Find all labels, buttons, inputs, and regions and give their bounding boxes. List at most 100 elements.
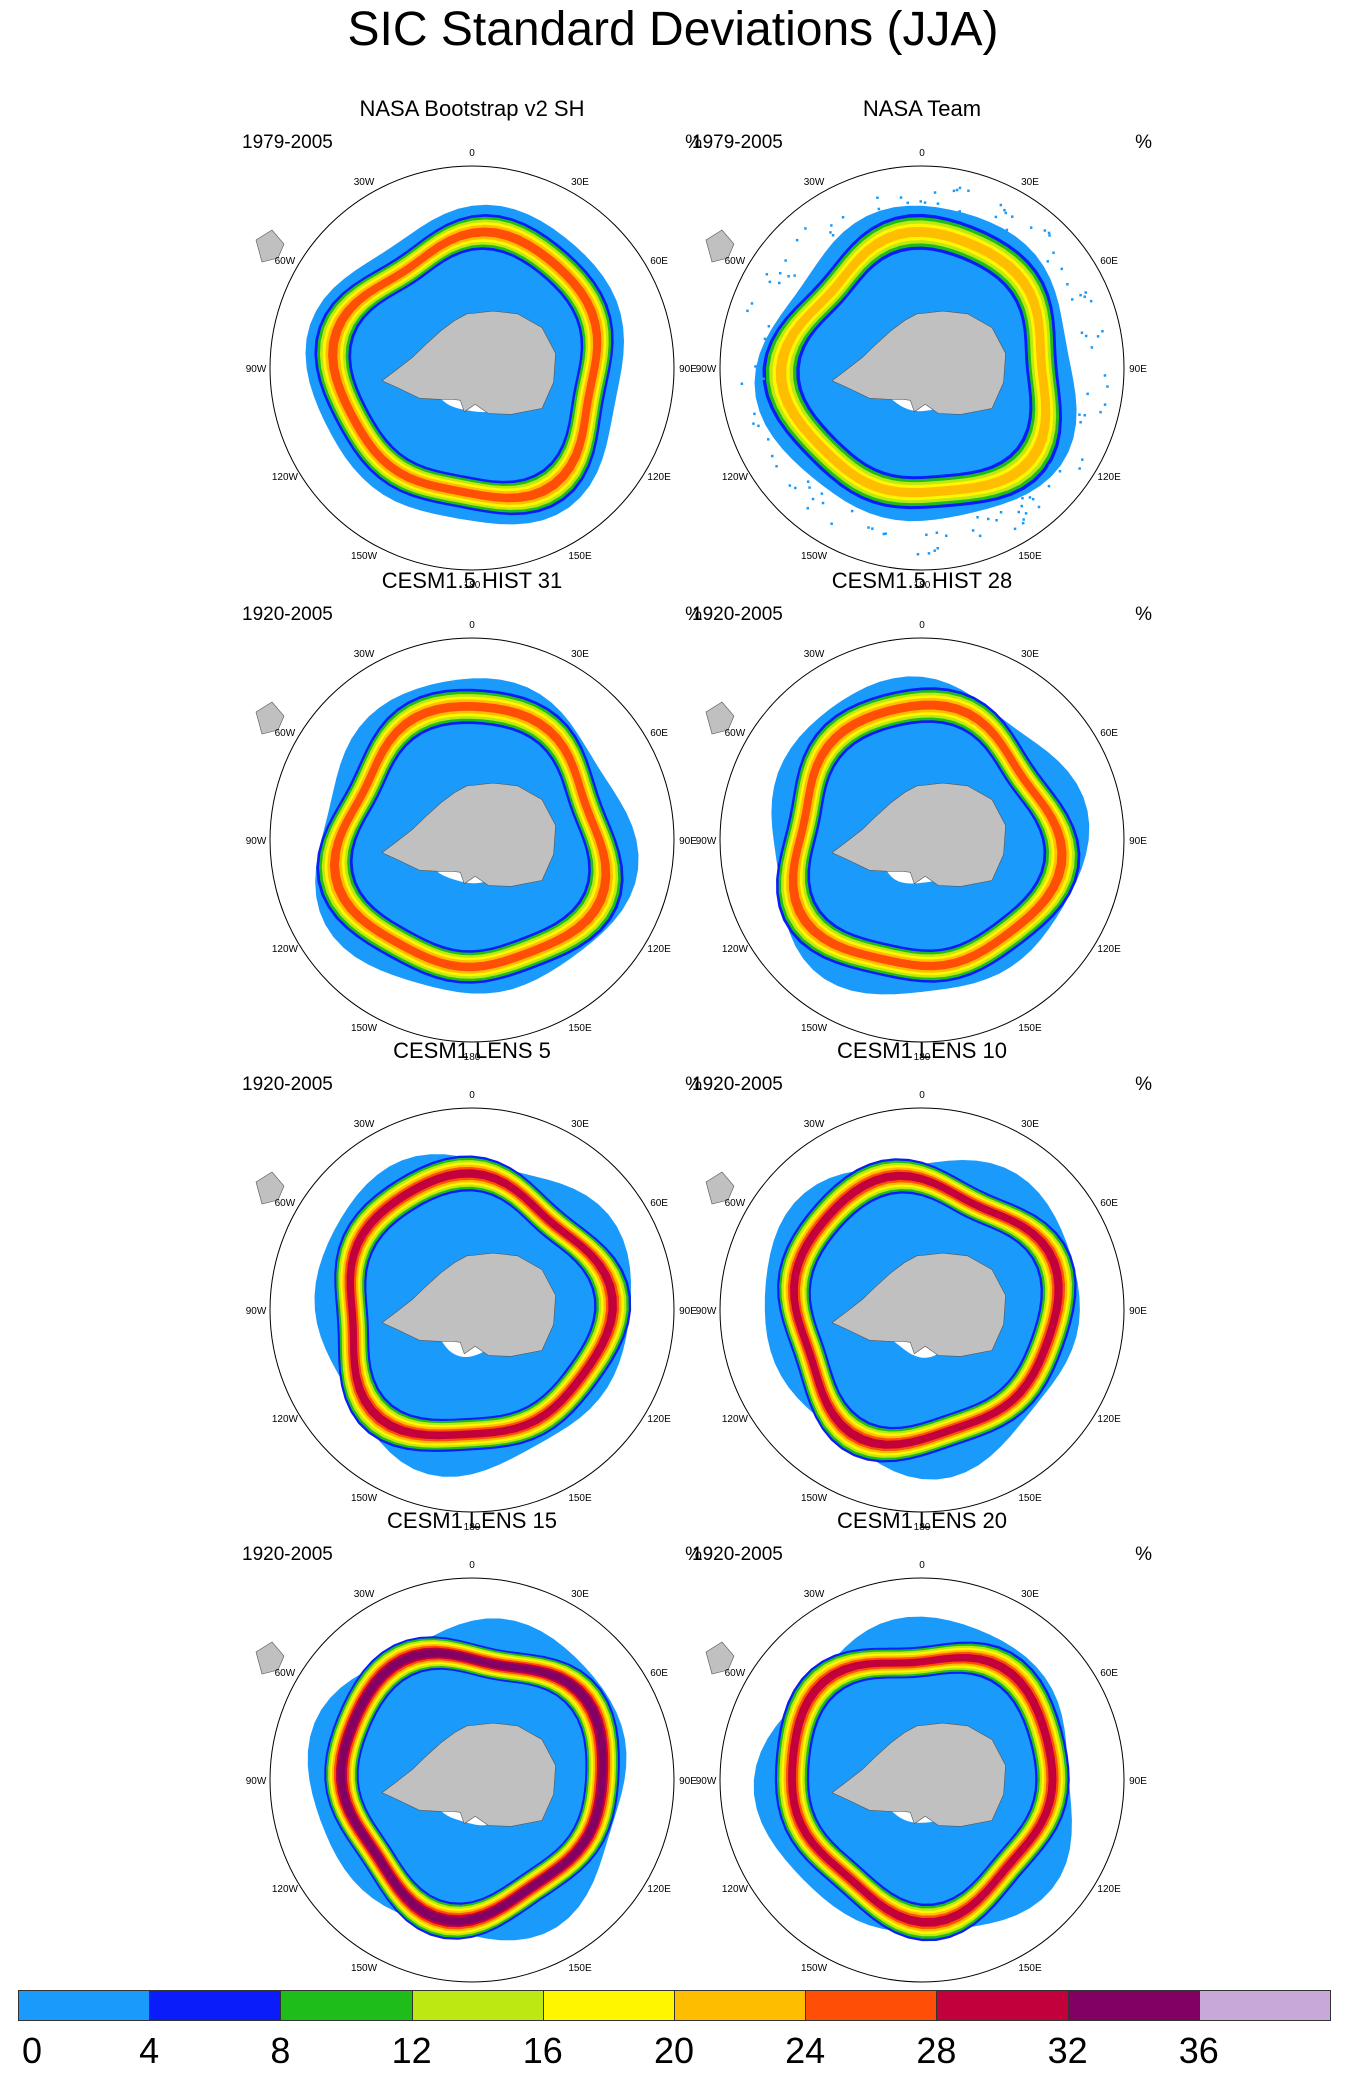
longitude-label: 60W [275,256,296,267]
longitude-label: 0 [469,148,475,159]
map-panel: CESM1 LENS 15 1920-2005% 0 30E 60E 90E 120E 150… [242,1508,702,2012]
sic-speckle [1003,208,1006,212]
longitude-label: 150W [801,1963,828,1974]
panel-unit: % [1135,1544,1152,1565]
longitude-label: 120W [272,1884,299,1895]
panel-unit: % [1135,1074,1152,1095]
sic-speckle [1011,215,1014,218]
longitude-label: 30W [804,177,825,188]
sic-speckle [787,275,790,278]
longitude-label: 150W [801,551,828,562]
colorbar-label: 36 [1178,2030,1219,2071]
longitude-label: 60E [1100,1198,1118,1209]
longitude-label: 120W [722,1414,749,1425]
longitude-label: 0 [919,1090,925,1101]
sic-speckle [829,231,832,234]
longitude-label: 150E [1018,1493,1042,1504]
sic-speckle [1017,510,1020,514]
sic-speckle [1013,527,1017,531]
sic-speckle [994,215,998,219]
sic-speckle [795,238,799,242]
sic-field-level-7 [346,1169,617,1440]
sic-speckle [945,534,948,537]
sic-speckle [896,209,899,213]
longitude-label: 180 [914,1522,931,1533]
sic-speckle [1071,298,1074,301]
colorbar-box [805,1990,938,2021]
sic-speckle [1004,211,1007,215]
sic-speckle [811,497,815,501]
panel-title: CESM1 LENS 5 [393,1038,551,1063]
longitude-label: 30W [804,649,825,660]
sic-speckle [1084,334,1088,338]
sic-speckle [757,424,760,428]
sic-speckle [779,272,782,275]
colorbar-box [18,1990,151,2021]
sic-speckle [794,486,797,490]
longitude-label: 30E [1021,649,1039,660]
longitude-label: 120W [272,472,299,483]
colorbar-label: 16 [522,2030,563,2071]
sic-speckle [831,234,835,237]
panel-period: 1920-2005 [242,1544,333,1565]
longitude-label: 90W [246,364,267,375]
colorbar-label: 28 [916,2030,957,2071]
sic-speckle [1086,392,1089,396]
colorbar-box [1198,1990,1331,2021]
sic-speckle [1090,346,1094,349]
map-panel: NASA Bootstrap v2 SH 1979-2005% 0 30E 60E 90E… [242,96,702,600]
sic-speckle [1096,335,1100,338]
sic-speckle [820,492,824,495]
longitude-label: 90W [246,836,267,847]
longitude-label: 120E [1097,472,1121,483]
longitude-label: 30E [1021,177,1039,188]
sic-speckle [876,196,879,199]
sic-speckle [1099,410,1102,414]
longitude-label: 90W [696,1306,717,1317]
sic-speckle [955,188,959,192]
map-panel: CESM1.5 HIST 31 1920-2005% 0 30E 60E 90E 120E 1… [242,568,702,1072]
sic-speckle [1078,467,1081,470]
sic-speckle [971,529,975,532]
longitude-label: 150W [801,1023,828,1034]
longitude-label: 30E [571,1589,589,1600]
sic-speckle [750,302,754,305]
sic-speckle [1083,414,1086,417]
sic-speckle [936,202,940,205]
sic-speckle [752,422,755,425]
panel-period: 1979-2005 [692,132,783,153]
antarctica-landmass [831,1252,1006,1357]
sic-speckle [954,213,957,216]
sic-speckle [906,201,909,205]
longitude-label: 120W [722,944,749,955]
antarctica-landmass [381,782,556,887]
sic-speckle [877,207,881,211]
panel-title: CESM1 LENS 10 [837,1038,1007,1063]
longitude-label: 60E [650,728,668,739]
sic-speckle [999,511,1003,514]
sic-speckle [1084,291,1087,294]
sic-field-level-3 [779,1645,1066,1937]
longitude-label: 90W [696,1776,717,1787]
longitude-label: 150W [351,1493,378,1504]
longitude-label: 120E [1097,944,1121,955]
longitude-label: 150W [351,1963,378,1974]
longitude-label: 120E [647,944,671,955]
longitude-label: 90E [679,364,697,375]
sic-speckle [1103,403,1107,406]
sic-speckle [916,553,920,556]
colorbar-box [674,1990,807,2021]
longitude-label: 30W [354,177,375,188]
longitude-label: 0 [469,1560,475,1571]
map-panel: CESM1.5 HIST 28 1920-2005% 0 30E 60E 90E 120E 1… [692,568,1152,1072]
longitude-label: 150E [1018,551,1042,562]
longitude-label: 150E [568,1963,592,1974]
sic-speckle [1021,521,1025,525]
longitude-label: 120W [272,944,299,955]
longitude-label: 30W [354,1119,375,1130]
longitude-label: 180 [464,1522,481,1533]
